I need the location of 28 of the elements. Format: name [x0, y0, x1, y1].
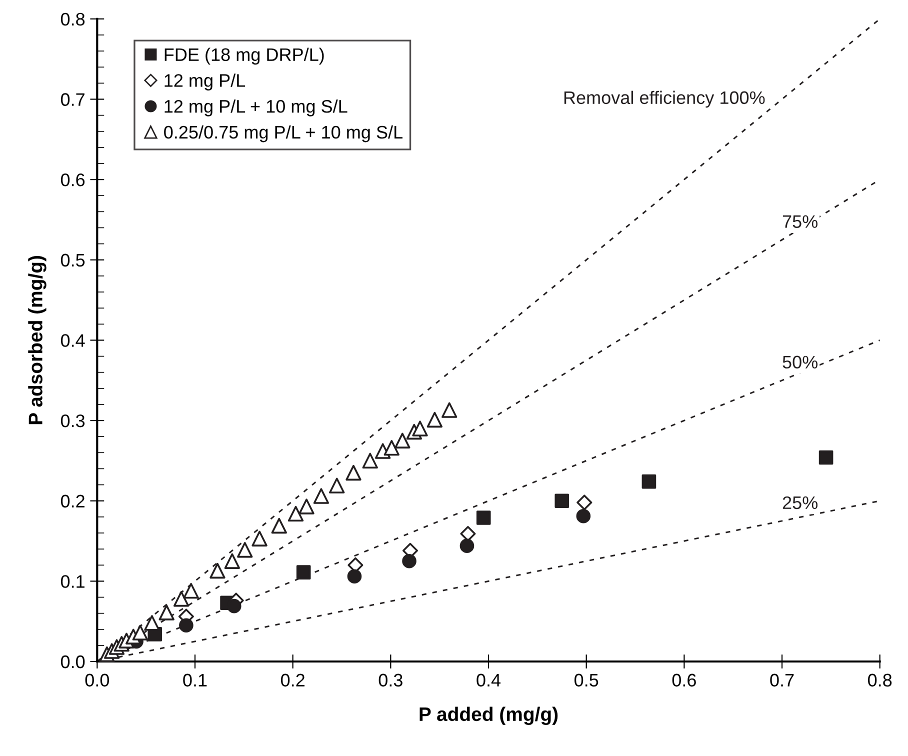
- y-tick-label: 0.5: [60, 254, 85, 267]
- annotation: 25%: [782, 496, 818, 510]
- y-tick-label: 0.7: [60, 93, 84, 106]
- y-tick-label: 0.3: [60, 414, 85, 428]
- y-tick-label: 0.1: [60, 575, 84, 588]
- x-tick-label: 0.7: [770, 674, 794, 687]
- y-tick-label: 0.2: [60, 494, 84, 508]
- x-tick-label: 0.8: [868, 674, 892, 687]
- x-tick-label: 0.2: [280, 674, 304, 687]
- x-tick-label: 0.6: [672, 674, 696, 687]
- x-tick-label: 0.3: [378, 674, 402, 687]
- legend-label: 0.25/0.75 mg P/L + 10 mg S/L: [164, 125, 402, 142]
- annotation: Removal efficiency 100%: [564, 90, 765, 108]
- y-tick-label: 0.4: [60, 334, 85, 347]
- legend-label: FDE (18 mg DRP/L): [164, 48, 324, 65]
- y-tick-label: 0.0: [60, 655, 85, 668]
- annotation: 75%: [782, 215, 818, 228]
- x-tick-label: 0.1: [183, 674, 207, 687]
- y-axis-title: P adsorbed (mg/g): [28, 256, 46, 424]
- y-tick-label: 0.6: [60, 173, 85, 186]
- annotation: 50%: [782, 356, 818, 369]
- legend-label: 12 mg P/L + 10 mg S/L: [164, 100, 348, 116]
- x-axis-title: P added (mg/g): [420, 706, 558, 726]
- x-tick-label: 0.0: [85, 674, 109, 687]
- legend-label: 12 mg P/L: [164, 74, 246, 90]
- y-tick-label: 0.8: [60, 12, 85, 26]
- x-tick-label: 0.4: [476, 674, 501, 687]
- x-tick-label: 0.5: [574, 674, 598, 687]
